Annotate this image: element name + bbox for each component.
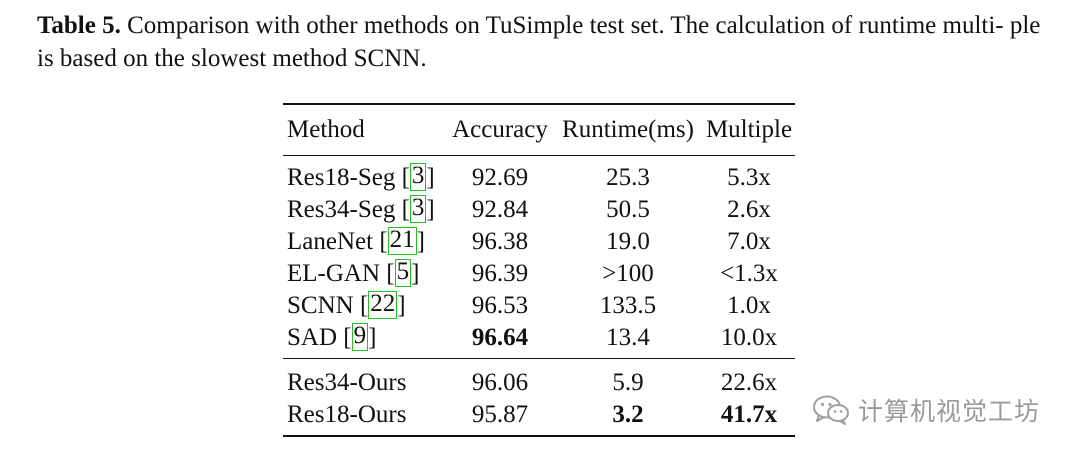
citation-link[interactable]: 22 (368, 290, 398, 319)
runtime-cell: 3.2 (553, 399, 703, 437)
table-row: SCNN [22] 96.53 133.5 1.0x (283, 290, 795, 322)
runtime-cell: >100 (602, 260, 654, 287)
table-group-ours: Res34-Ours 96.06 5.9 22.6x Res18-Ours 95… (283, 358, 795, 437)
header-runtime: Runtime(ms) (553, 104, 703, 156)
citation-link[interactable]: 21 (387, 226, 417, 255)
runtime-cell: 133.5 (599, 292, 657, 319)
caption-label: Table 5. (37, 12, 121, 39)
citation-link[interactable]: 3 (409, 194, 427, 223)
table-row: EL-GAN [5] 96.39 >100 <1.3x (283, 258, 795, 290)
method-cell: LaneNet [21] (287, 226, 425, 255)
header-accuracy: Accuracy (447, 104, 553, 156)
method-cell: SAD [9] (287, 322, 377, 351)
multiple-cell: 41.7x (703, 399, 795, 437)
citation-link[interactable]: 5 (394, 258, 412, 287)
multiple-cell: 7.0x (727, 228, 771, 255)
accuracy-cell: 96.64 (471, 324, 529, 351)
method-cell: Res18-Seg [3] (287, 162, 435, 191)
table-row: Res34-Seg [3] 92.84 50.5 2.6x (283, 194, 795, 226)
comparison-table: Method Accuracy Runtime(ms) Multiple Res… (283, 103, 795, 437)
accuracy-cell: 96.06 (447, 358, 553, 399)
header-method: Method (283, 104, 447, 156)
accuracy-cell: 92.84 (471, 196, 529, 223)
method-cell: Res34-Seg [3] (287, 194, 435, 223)
runtime-cell: 5.9 (553, 358, 703, 399)
wechat-icon (813, 395, 849, 425)
table-row: Res18-Seg [3] 92.69 25.3 5.3x (283, 156, 795, 195)
accuracy-cell: 95.87 (447, 399, 553, 437)
runtime-cell: 13.4 (606, 324, 650, 351)
multiple-cell: 2.6x (727, 196, 771, 223)
multiple-cell: 22.6x (703, 358, 795, 399)
multiple-cell: 10.0x (720, 324, 778, 351)
table-row: Res18-Ours 95.87 3.2 41.7x (283, 399, 795, 437)
caption-text: Comparison with other methods on TuSimpl… (37, 12, 1041, 72)
method-cell: Res34-Ours (283, 358, 447, 399)
table-row: Res34-Ours 96.06 5.9 22.6x (283, 358, 795, 399)
watermark: 计算机视觉工坊 (812, 390, 1040, 430)
runtime-cell: 50.5 (606, 196, 650, 223)
watermark-text: 计算机视觉工坊 (858, 397, 1041, 426)
method-cell: EL-GAN [5] (287, 258, 420, 287)
citation-link[interactable]: 3 (409, 162, 427, 191)
runtime-cell: 19.0 (606, 228, 650, 255)
multiple-cell: 1.0x (727, 292, 771, 319)
accuracy-cell: 96.38 (471, 228, 529, 255)
accuracy-cell: 96.53 (471, 292, 529, 319)
table-caption: Table 5. Comparison with other methods o… (37, 9, 1062, 75)
multiple-cell: <1.3x (720, 260, 778, 287)
table-row: LaneNet [21] 96.38 19.0 7.0x (283, 226, 795, 258)
table-group-baselines: Res18-Seg [3] 92.69 25.3 5.3x Res34-Seg … (283, 156, 795, 359)
method-cell: SCNN [22] (287, 290, 406, 319)
citation-link[interactable]: 9 (351, 322, 369, 351)
runtime-cell: 25.3 (606, 164, 650, 191)
accuracy-cell: 96.39 (471, 260, 529, 287)
method-cell: Res18-Ours (283, 399, 447, 437)
table-row: SAD [9] 96.64 13.4 10.0x (283, 322, 795, 359)
header-multiple: Multiple (703, 104, 795, 156)
accuracy-cell: 92.69 (471, 164, 529, 191)
multiple-cell: 5.3x (727, 164, 771, 191)
